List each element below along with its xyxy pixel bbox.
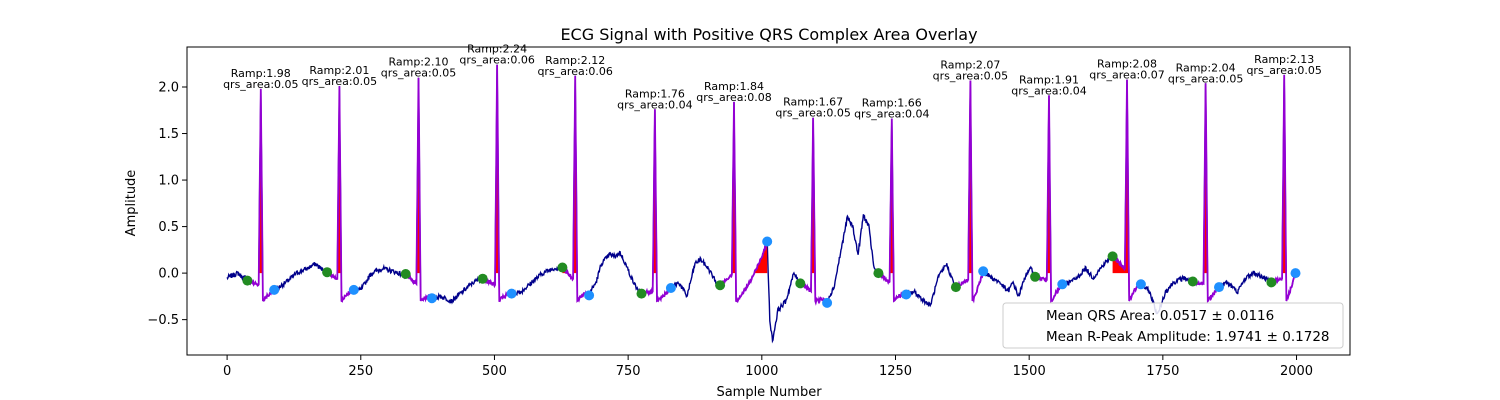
x-tick-label-0: 0 (223, 364, 231, 379)
q-point-10 (951, 282, 961, 292)
q-point-4 (478, 274, 488, 284)
s-point-14 (1291, 268, 1301, 278)
y-tick-label-5: 2.0 (158, 81, 179, 96)
s-point-10 (978, 266, 988, 276)
qrs-area-label-2: qrs_area:0.05 (302, 75, 377, 88)
s-point-7 (762, 237, 772, 247)
s-point-5 (584, 290, 594, 300)
legend: Mean QRS Area: 0.0517 ± 0.0116 Mean R-Pe… (1003, 303, 1343, 348)
y-tick-label-4: 1.5 (158, 127, 179, 142)
qrs-area-label-7: qrs_area:0.08 (696, 91, 771, 104)
s-point-9 (901, 290, 911, 300)
qrs-area-label-9: qrs_area:0.04 (854, 108, 929, 121)
q-point-9 (873, 268, 883, 278)
chart-title: ECG Signal with Positive QRS Complex Are… (560, 25, 977, 44)
x-tick-label-750: 750 (616, 364, 641, 379)
y-tick-label-3: 1.0 (158, 174, 179, 189)
qrs-area-label-5: qrs_area:0.06 (537, 65, 612, 78)
q-point-5 (557, 263, 567, 273)
q-point-11 (1030, 272, 1040, 282)
qrs-area-label-12: qrs_area:0.07 (1089, 69, 1164, 82)
qrs-area-label-8: qrs_area:0.05 (775, 107, 850, 120)
q-point-8 (795, 278, 805, 288)
x-tick-label-1250: 1250 (879, 364, 912, 379)
y-tick-label-1: 0.0 (158, 267, 179, 282)
s-point-4 (507, 289, 517, 299)
qrs-area-label-6: qrs_area:0.04 (617, 98, 692, 111)
s-point-6 (666, 283, 676, 293)
q-point-1 (242, 276, 252, 286)
legend-entry-qrs-area: Mean QRS Area: 0.0517 ± 0.0116 (1046, 308, 1274, 324)
q-point-3 (401, 269, 411, 279)
x-tick-label-1000: 1000 (745, 364, 778, 379)
qrs-area-label-11: qrs_area:0.04 (1011, 84, 1086, 97)
s-point-11 (1057, 279, 1067, 289)
q-point-12 (1108, 251, 1118, 261)
qrs-area-label-1: qrs_area:0.05 (223, 78, 298, 91)
q-point-7 (715, 280, 725, 290)
qrs-area-label-10: qrs_area:0.05 (933, 70, 1008, 83)
qrs-area-label-13: qrs_area:0.05 (1168, 72, 1243, 85)
x-tick-label-250: 250 (348, 364, 373, 379)
q-point-13 (1188, 277, 1198, 287)
s-point-3 (427, 293, 437, 303)
x-tick-label-2000: 2000 (1280, 364, 1313, 379)
q-point-14 (1266, 277, 1276, 287)
s-point-12 (1136, 279, 1146, 289)
y-tick-label-0: −0.5 (147, 313, 179, 328)
x-axis-label: Sample Number (716, 385, 822, 400)
q-point-6 (637, 289, 647, 299)
qrs-area-label-4: qrs_area:0.06 (459, 54, 534, 67)
q-point-2 (322, 267, 332, 277)
s-point-13 (1214, 282, 1224, 292)
s-point-2 (349, 285, 359, 295)
y-axis-label: Amplitude (124, 170, 139, 237)
qrs-area-label-14: qrs_area:0.05 (1246, 64, 1321, 77)
x-tick-label-1750: 1750 (1146, 364, 1179, 379)
qrs-area-label-3: qrs_area:0.05 (381, 67, 456, 80)
x-tick-label-500: 500 (482, 364, 507, 379)
s-point-8 (822, 298, 832, 308)
y-tick-label-2: 0.5 (158, 220, 179, 235)
s-point-1 (269, 285, 279, 295)
x-tick-label-1500: 1500 (1013, 364, 1046, 379)
legend-entry-r-peak: Mean R-Peak Amplitude: 1.9741 ± 0.1728 (1046, 329, 1330, 345)
